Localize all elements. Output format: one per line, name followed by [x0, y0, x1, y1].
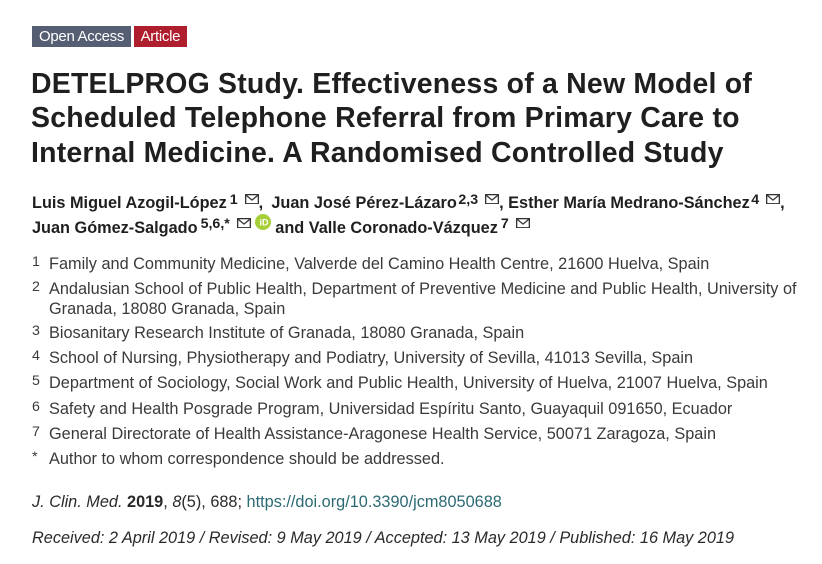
svg-text:iD: iD	[259, 218, 269, 228]
